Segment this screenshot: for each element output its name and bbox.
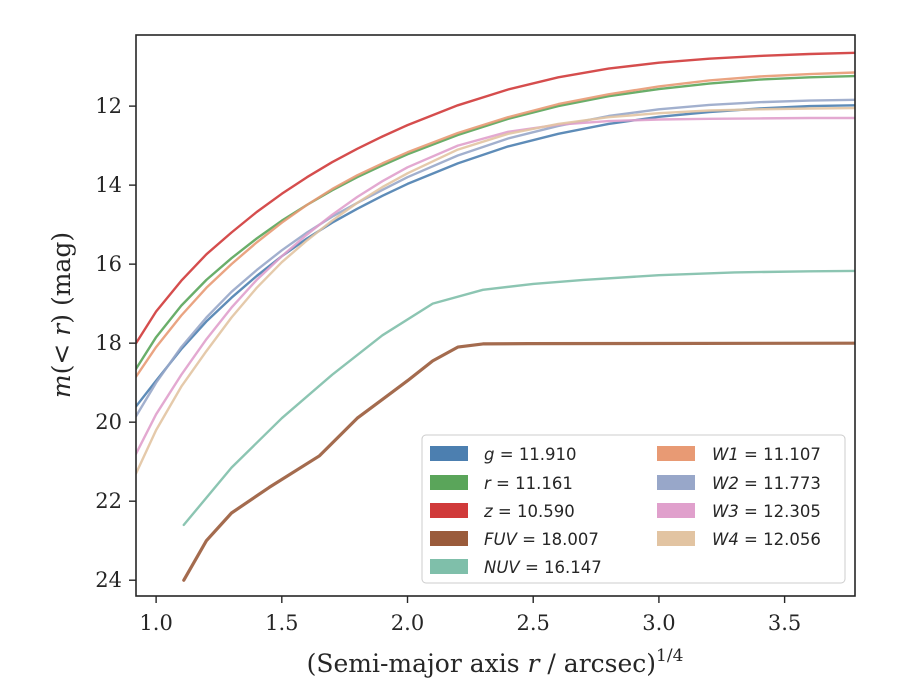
legend-entry-w4: W4 = 12.056	[712, 530, 821, 549]
legend-entry-z-eq: =	[493, 502, 517, 521]
series-line-nuv	[182, 269, 855, 527]
legend-entry-w3-var: W3	[712, 502, 739, 521]
legend-swatch-fuv	[430, 531, 468, 546]
legend-entry-w1: W1 = 11.107	[712, 445, 821, 464]
x-tick-label: 1.0	[139, 611, 172, 635]
legend-entry-w3-val: 12.305	[763, 502, 821, 521]
x-axis-label-var: r	[528, 649, 542, 678]
y-axis-label-unit: (mag)	[47, 232, 76, 314]
legend-entry-w4-eq: =	[739, 530, 763, 549]
legend: g = 11.910 r = 11.161 z = 10.590 FUV = 1…	[421, 434, 846, 584]
legend-entry-w2: W2 = 11.773	[712, 474, 821, 493]
y-tick-label: 18	[95, 331, 122, 355]
legend-entry-r-val: 11.161	[515, 474, 573, 493]
y-tick-label: 20	[95, 410, 122, 434]
y-axis-label-lt: <	[47, 344, 76, 365]
legend-entry-w2-eq: =	[739, 474, 763, 493]
y-axis-label-m: m	[47, 374, 76, 398]
legend-entry-w1-var: W1	[712, 445, 739, 464]
legend-entry-w3: W3 = 12.305	[712, 502, 821, 521]
tick-layer: 1.0 1.5 2.0 2.5 3.0 3.5 12 14 16 18 20 22 24	[95, 94, 801, 635]
legend-swatch-w3	[657, 503, 695, 518]
legend-entry-fuv: FUV = 18.007	[484, 530, 599, 549]
x-axis-label: (Semi-major axis r / arcsec)1/4	[307, 646, 684, 678]
legend-swatch-w2	[657, 475, 695, 490]
y-tick-label: 24	[95, 568, 122, 592]
legend-swatch-w4	[657, 531, 695, 546]
legend-entry-w1-eq: =	[739, 445, 763, 464]
legend-swatch-r	[430, 475, 468, 490]
x-tick-label: 2.0	[391, 611, 424, 635]
x-tick-label: 1.5	[265, 611, 298, 635]
series-layer	[136, 51, 855, 582]
series-line-w2	[136, 98, 855, 418]
legend-entry-g-var: g	[484, 445, 494, 464]
legend-entry-r-var: r	[484, 474, 492, 493]
x-tick-label: 3.0	[642, 611, 675, 635]
x-axis-label-post: / arcsec)	[539, 649, 656, 678]
y-tick-label: 12	[95, 94, 122, 118]
legend-entry-fuv-val: 18.007	[541, 530, 599, 549]
x-tick-label: 2.5	[517, 611, 550, 635]
legend-entry-z-var: z	[483, 502, 493, 521]
legend-swatch-z	[430, 503, 468, 518]
legend-entry-z-val: 10.590	[517, 502, 575, 521]
y-axis-label-r: r	[47, 322, 76, 336]
legend-entry-fuv-eq: =	[517, 530, 541, 549]
y-axis-label: m(< r) (mag)	[47, 232, 76, 398]
x-tick-label: 3.5	[768, 611, 801, 635]
legend-entry-g: g = 11.910	[484, 445, 577, 464]
y-tick-label: 14	[95, 173, 122, 197]
legend-entry-w4-var: W4	[712, 530, 739, 549]
series-line-w1	[136, 71, 855, 378]
x-axis-label-exponent: 1/4	[656, 646, 683, 666]
legend-entry-nuv: NUV = 16.147	[484, 558, 602, 577]
series-line-w3	[136, 116, 855, 455]
series-line-fuv	[182, 341, 855, 582]
legend-swatch-nuv	[430, 559, 468, 574]
legend-entry-g-eq: =	[494, 445, 518, 464]
x-axis-label-pre: (Semi-major axis	[307, 649, 528, 678]
legend-entry-nuv-eq: =	[520, 558, 544, 577]
y-axis-label-space	[47, 336, 76, 344]
legend-frame	[421, 434, 846, 584]
legend-swatch-g	[430, 446, 468, 461]
legend-entry-z: z = 10.590	[483, 502, 575, 521]
series-line-z	[136, 51, 855, 345]
series-line-r	[136, 74, 855, 370]
legend-swatch-w1	[657, 446, 695, 461]
legend-entry-w2-val: 11.773	[763, 474, 821, 493]
legend-entry-r: r = 11.161	[484, 474, 573, 493]
plot-frame	[135, 34, 856, 597]
y-axis-label-open: (	[47, 365, 76, 375]
legend-entry-w2-var: W2	[712, 474, 739, 493]
legend-entry-g-val: 11.910	[519, 445, 577, 464]
legend-entry-w1-val: 11.107	[763, 445, 821, 464]
legend-entry-w3-eq: =	[739, 502, 763, 521]
y-tick-label: 16	[95, 252, 122, 276]
legend-entry-nuv-val: 16.147	[544, 558, 602, 577]
series-line-w4	[136, 106, 855, 475]
y-tick-label: 22	[95, 489, 122, 513]
series-line-g	[136, 104, 855, 408]
legend-entry-w4-val: 12.056	[763, 530, 821, 549]
legend-entry-nuv-var: NUV	[484, 558, 521, 577]
legend-entry-r-eq: =	[491, 474, 515, 493]
y-axis-label-close: )	[47, 314, 76, 324]
legend-entry-fuv-var: FUV	[484, 530, 519, 549]
